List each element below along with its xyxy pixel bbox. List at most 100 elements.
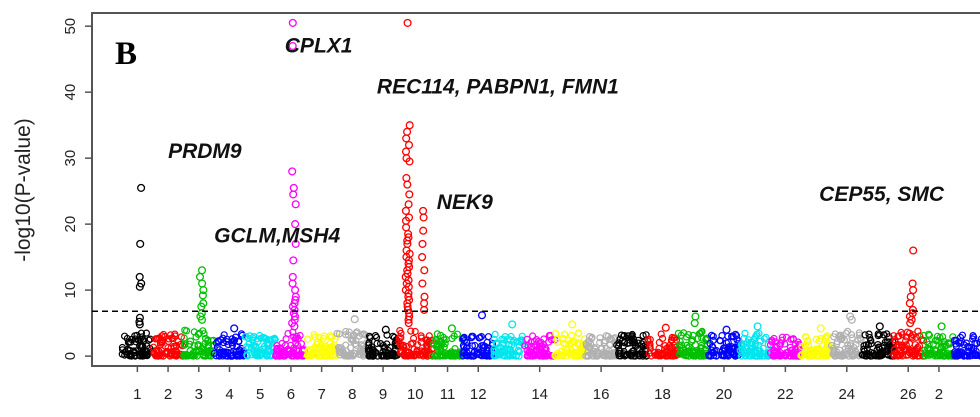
snp-point bbox=[384, 350, 392, 358]
snp-point bbox=[638, 340, 646, 348]
snp-point bbox=[149, 343, 158, 351]
snp-point bbox=[342, 327, 350, 336]
snp-point bbox=[220, 350, 228, 358]
snp-point bbox=[722, 339, 731, 347]
snp-point bbox=[684, 331, 693, 339]
snp-point bbox=[405, 157, 414, 166]
snp-point bbox=[288, 41, 297, 51]
y-tick-label: 30 bbox=[62, 150, 79, 167]
snp-point bbox=[212, 352, 220, 360]
snp-point bbox=[875, 344, 883, 352]
snp-point bbox=[264, 336, 272, 344]
snp-point bbox=[646, 344, 654, 352]
snp-point bbox=[695, 352, 704, 360]
snp-point bbox=[895, 332, 903, 340]
snp-point bbox=[707, 352, 715, 360]
snp-point bbox=[290, 312, 300, 321]
snp-point bbox=[651, 349, 659, 357]
snp-point bbox=[291, 200, 300, 209]
snp-point bbox=[951, 352, 959, 360]
x-tick-label: 7 bbox=[317, 386, 325, 403]
snp-point bbox=[867, 337, 875, 345]
snp-point bbox=[905, 299, 914, 308]
snp-point bbox=[459, 352, 467, 360]
snp-point bbox=[940, 338, 948, 346]
snp-point bbox=[677, 331, 685, 339]
snp-point bbox=[670, 334, 679, 342]
snp-point bbox=[127, 335, 136, 344]
snp-point bbox=[413, 346, 421, 354]
snp-point bbox=[958, 331, 967, 339]
snp-point bbox=[350, 315, 359, 324]
snp-point bbox=[120, 332, 129, 340]
snp-point bbox=[804, 341, 813, 349]
snp-point bbox=[528, 332, 537, 340]
snp-point bbox=[537, 338, 545, 346]
snp-point bbox=[798, 342, 806, 351]
snp-point bbox=[897, 346, 905, 354]
snp-point bbox=[938, 333, 947, 341]
snp-point bbox=[654, 348, 662, 356]
snp-point bbox=[644, 337, 652, 346]
snp-point bbox=[701, 346, 709, 354]
snp-point bbox=[590, 344, 599, 352]
snp-point bbox=[230, 324, 239, 333]
snp-point bbox=[753, 322, 762, 331]
snp-point bbox=[744, 351, 753, 360]
snp-point bbox=[840, 351, 848, 359]
snp-point bbox=[885, 333, 893, 341]
snp-point bbox=[964, 347, 972, 355]
snp-point bbox=[690, 319, 699, 328]
snp-point bbox=[691, 352, 700, 360]
snp-point bbox=[847, 315, 856, 324]
snp-point bbox=[291, 286, 300, 295]
snp-point bbox=[422, 351, 430, 359]
snp-point bbox=[801, 350, 809, 358]
snp-point bbox=[216, 350, 224, 358]
snp-point bbox=[288, 167, 297, 176]
snp-point bbox=[325, 345, 333, 353]
snp-point bbox=[181, 351, 189, 359]
snp-point bbox=[842, 329, 850, 337]
snp-point bbox=[205, 342, 213, 350]
snp-point bbox=[585, 333, 594, 341]
snp-point bbox=[404, 319, 413, 328]
snp-point bbox=[836, 331, 844, 339]
snp-point bbox=[874, 332, 882, 340]
snp-point bbox=[833, 338, 841, 346]
gene-annotation: GCLM,MSH4 bbox=[214, 225, 340, 248]
snp-point bbox=[289, 190, 298, 199]
snp-point bbox=[402, 173, 411, 183]
chromosome-12-points bbox=[459, 311, 497, 360]
snp-point bbox=[290, 322, 299, 331]
snp-point bbox=[675, 342, 684, 350]
snp-point bbox=[137, 183, 146, 192]
snp-point bbox=[614, 349, 623, 357]
snp-point bbox=[890, 332, 898, 340]
snp-point bbox=[909, 286, 918, 295]
gene-annotations: PRDM9 GCLM,MSH4 CPLX1 REC114, PABPN1, FMN1 N… bbox=[168, 35, 945, 248]
snp-point bbox=[698, 327, 706, 335]
x-tick-label: 12 bbox=[470, 386, 487, 403]
snp-point bbox=[804, 352, 813, 360]
snp-point bbox=[289, 256, 298, 265]
chromosome-8-points bbox=[333, 315, 371, 360]
snp-point bbox=[702, 335, 710, 343]
snp-point bbox=[138, 342, 146, 350]
snp-point bbox=[663, 344, 671, 352]
x-tick-label: 10 bbox=[407, 386, 424, 403]
snp-point bbox=[820, 349, 828, 358]
snp-point bbox=[190, 342, 198, 350]
snp-point bbox=[798, 350, 806, 358]
snp-point bbox=[963, 352, 972, 360]
snp-point bbox=[782, 333, 791, 341]
snp-point bbox=[716, 337, 725, 345]
snp-point bbox=[433, 330, 441, 338]
snp-point bbox=[304, 335, 312, 343]
snp-point bbox=[568, 320, 577, 329]
snp-point bbox=[815, 337, 823, 345]
snp-point bbox=[897, 328, 905, 336]
snp-point bbox=[624, 332, 632, 340]
snp-point bbox=[513, 337, 521, 346]
snp-point bbox=[358, 341, 366, 349]
